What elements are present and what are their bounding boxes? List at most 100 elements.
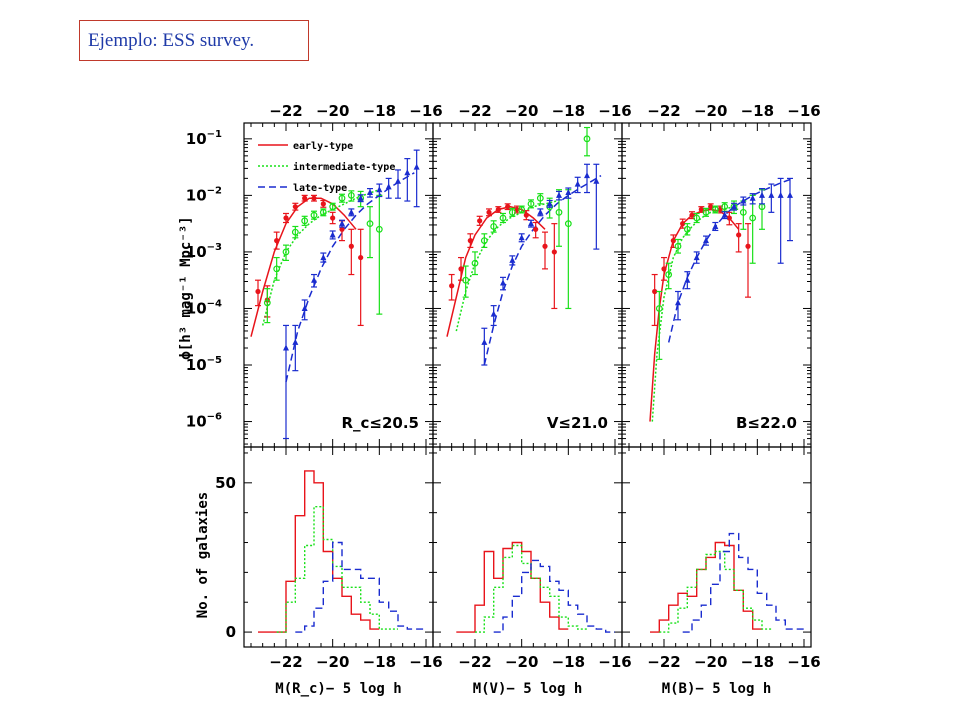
top-x-tick-label: −18	[363, 102, 396, 120]
lf-point-late	[311, 276, 317, 283]
hist-step-intermediate	[276, 506, 398, 633]
lf-fit-late	[285, 172, 415, 383]
lf-point-intermediate	[683, 225, 691, 233]
lf-point-early	[661, 266, 667, 272]
lf-point-late	[339, 220, 345, 227]
top-x-tick-label: −16	[598, 102, 631, 120]
hist-step-late	[493, 559, 615, 633]
slide-title: Ejemplo: ESS survey.	[79, 20, 309, 61]
lf-point-early	[670, 238, 676, 244]
lf-point-late	[712, 222, 719, 229]
lf-point-late	[749, 194, 756, 201]
lf-point-early	[467, 238, 473, 244]
lf-point-intermediate	[347, 191, 355, 199]
lf-fit-early	[250, 197, 357, 337]
lf-point-late	[768, 191, 775, 198]
bottom-x-tick-label: −16	[598, 653, 631, 671]
lf-point-late	[703, 237, 709, 244]
top-x-tick-label: −20	[316, 102, 349, 120]
lf-point-intermediate	[366, 220, 374, 228]
lf-y-axis-label: ϕ[h³ mag⁻¹ Mpc⁻³]	[178, 216, 194, 359]
lf-fit-intermediate	[455, 200, 557, 332]
lf-point-intermediate	[338, 194, 346, 202]
lf-point-early	[698, 206, 704, 213]
lf-point-intermediate	[518, 206, 526, 213]
lf-point-early	[726, 215, 732, 221]
lf-point-early	[320, 201, 326, 207]
lf-point-early	[449, 283, 455, 289]
lf-point-early	[652, 288, 658, 295]
lf-point-intermediate	[527, 200, 535, 208]
bottom-x-tick-label: −22	[269, 653, 302, 671]
lf-point-late	[395, 177, 401, 184]
lf-y-tick-label: 10−1	[186, 129, 222, 148]
lf-point-intermediate	[702, 208, 710, 216]
lf-point-early	[514, 206, 520, 213]
lf-point-late	[404, 169, 411, 176]
lf-point-early	[311, 195, 317, 201]
panel-frames	[243, 122, 812, 648]
hist-step-intermediate	[659, 550, 772, 633]
lf-point-late	[301, 304, 308, 311]
bottom-x-tick-label: −16	[787, 653, 820, 671]
lf-point-late	[367, 189, 373, 196]
hist-y-tick-label: 0	[226, 623, 236, 641]
lf-point-late	[348, 208, 355, 215]
lf-point-early	[486, 209, 492, 215]
lf-point-intermediate	[471, 259, 479, 267]
lf-point-early	[358, 254, 364, 261]
lf-point-late	[565, 189, 572, 196]
lf-fit-late	[483, 174, 602, 366]
lf-point-late	[777, 191, 784, 198]
lf-point-late	[320, 254, 327, 261]
lf-point-intermediate	[749, 214, 757, 222]
x-axis-label-B: M(B)− 5 log h	[662, 681, 772, 697]
lf-point-early	[533, 226, 539, 232]
top-x-tick-label: −22	[269, 102, 302, 120]
lf-point-intermediate	[583, 135, 591, 143]
lf-point-late	[376, 186, 383, 193]
hist-y-tick-label: 50	[215, 474, 236, 492]
lf-fit-early	[649, 208, 740, 422]
lf-point-late	[731, 203, 737, 210]
lf-point-late	[740, 197, 747, 204]
lf-point-late	[556, 191, 562, 198]
lf-point-early	[680, 221, 686, 227]
lf-fit-intermediate	[651, 207, 739, 422]
lf-point-late	[675, 299, 681, 306]
lf-point-intermediate	[674, 242, 682, 250]
lf-point-late	[584, 172, 590, 179]
lf-point-late	[518, 234, 525, 241]
lf-point-early	[717, 206, 723, 213]
top-x-tick-label: −20	[505, 102, 538, 120]
lf-point-late	[721, 211, 728, 218]
lf-point-late	[537, 208, 544, 215]
lf-point-early	[689, 212, 695, 218]
x-axis-label-R_c: M(R_c)− 5 log h	[275, 681, 401, 697]
lf-point-early	[302, 195, 308, 201]
lf-point-late	[593, 177, 600, 184]
lf-panel-frame-V	[432, 122, 623, 448]
lf-point-intermediate	[536, 194, 544, 202]
lf-y-tick-label: 10−5	[186, 355, 222, 374]
bottom-x-tick-label: −20	[505, 653, 538, 671]
lf-point-early	[348, 243, 354, 249]
chart-texts: −22−22−20−20−18−18−16−16−22−22−20−20−18−…	[178, 102, 821, 697]
lf-point-intermediate	[282, 248, 290, 256]
lf-point-early	[274, 238, 280, 244]
hist-step-early	[456, 541, 569, 633]
lf-point-intermediate	[301, 217, 309, 225]
hist-step-intermediate	[475, 544, 587, 633]
hist-panel-frame-R_c	[243, 446, 434, 648]
lf-point-early	[745, 243, 751, 249]
legend-label-intermediate: intermediate-type	[293, 161, 395, 173]
lf-point-late	[787, 191, 793, 198]
bottom-x-tick-label: −20	[316, 653, 349, 671]
lf-point-intermediate	[480, 237, 488, 245]
selection-label-V: V≤21.0	[547, 414, 608, 432]
lf-y-tick-label: 10−2	[186, 185, 222, 204]
hist-step-early	[650, 541, 762, 633]
lf-point-early	[495, 206, 501, 213]
lf-point-late	[481, 338, 488, 345]
